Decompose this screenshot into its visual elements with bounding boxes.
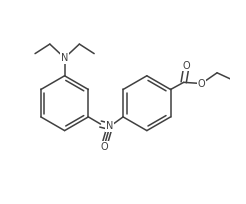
Text: N: N [61, 53, 68, 63]
Text: O: O [198, 79, 205, 89]
Text: O: O [183, 61, 190, 71]
Text: N: N [106, 121, 114, 131]
Text: O: O [100, 142, 108, 152]
